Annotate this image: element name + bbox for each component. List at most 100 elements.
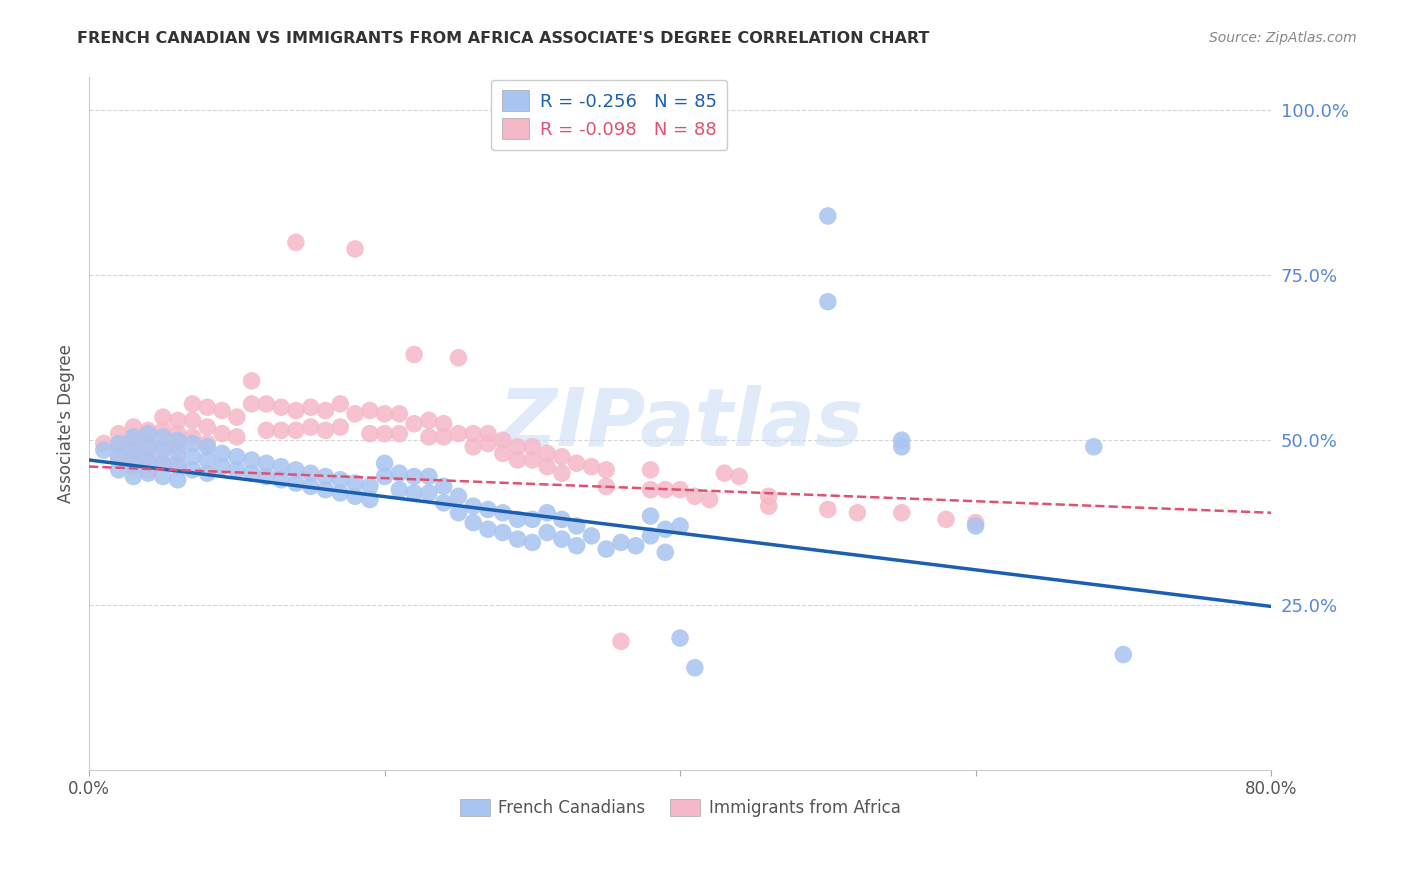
Point [299, 420, 322, 434]
Point [817, 209, 839, 223]
Point [107, 440, 129, 454]
Point [506, 453, 529, 467]
Point [136, 426, 159, 441]
Point [935, 512, 957, 526]
Point [152, 423, 174, 437]
Point [388, 483, 411, 497]
Point [152, 443, 174, 458]
Point [551, 532, 574, 546]
Point [122, 420, 145, 434]
Point [374, 407, 396, 421]
Point [610, 535, 633, 549]
Point [477, 502, 499, 516]
Point [344, 407, 367, 421]
Point [683, 489, 706, 503]
Point [284, 476, 307, 491]
Point [640, 529, 662, 543]
Point [122, 446, 145, 460]
Point [181, 413, 204, 427]
Point [522, 440, 544, 454]
Point [107, 463, 129, 477]
Point [181, 450, 204, 464]
Point [374, 456, 396, 470]
Point [329, 473, 352, 487]
Point [624, 539, 647, 553]
Point [136, 436, 159, 450]
Point [418, 430, 440, 444]
Point [195, 466, 218, 480]
Point [344, 489, 367, 503]
Point [522, 512, 544, 526]
Point [433, 430, 456, 444]
Point [254, 456, 277, 470]
Point [669, 483, 692, 497]
Point [595, 542, 617, 557]
Point [388, 407, 411, 421]
Point [565, 539, 588, 553]
Point [713, 466, 735, 480]
Point [506, 512, 529, 526]
Point [595, 479, 617, 493]
Text: FRENCH CANADIAN VS IMMIGRANTS FROM AFRICA ASSOCIATE'S DEGREE CORRELATION CHART: FRENCH CANADIAN VS IMMIGRANTS FROM AFRIC… [77, 31, 929, 46]
Point [195, 420, 218, 434]
Point [181, 397, 204, 411]
Point [374, 426, 396, 441]
Point [136, 423, 159, 437]
Point [536, 446, 558, 460]
Point [240, 466, 263, 480]
Point [166, 413, 188, 427]
Point [890, 506, 912, 520]
Point [107, 426, 129, 441]
Point [299, 401, 322, 415]
Point [107, 436, 129, 450]
Point [344, 476, 367, 491]
Point [433, 479, 456, 493]
Point [181, 436, 204, 450]
Point [166, 426, 188, 441]
Point [463, 499, 485, 513]
Point [152, 430, 174, 444]
Point [536, 459, 558, 474]
Point [93, 443, 115, 458]
Point [270, 423, 292, 437]
Point [152, 410, 174, 425]
Point [640, 483, 662, 497]
Point [136, 453, 159, 467]
Point [506, 440, 529, 454]
Point [93, 436, 115, 450]
Point [551, 512, 574, 526]
Point [640, 509, 662, 524]
Point [225, 450, 247, 464]
Point [314, 483, 336, 497]
Text: ZIPatlas: ZIPatlas [498, 384, 863, 463]
Point [404, 347, 426, 361]
Point [388, 426, 411, 441]
Point [581, 459, 603, 474]
Point [640, 463, 662, 477]
Point [122, 456, 145, 470]
Point [536, 506, 558, 520]
Point [211, 403, 233, 417]
Point [329, 420, 352, 434]
Point [284, 235, 307, 250]
Point [107, 450, 129, 464]
Point [477, 426, 499, 441]
Point [418, 486, 440, 500]
Point [329, 486, 352, 500]
Point [299, 466, 322, 480]
Point [1083, 440, 1105, 454]
Point [817, 294, 839, 309]
Point [359, 479, 381, 493]
Point [122, 443, 145, 458]
Point [447, 351, 470, 365]
Point [181, 430, 204, 444]
Point [225, 463, 247, 477]
Point [551, 450, 574, 464]
Point [654, 545, 676, 559]
Point [254, 469, 277, 483]
Point [225, 430, 247, 444]
Point [329, 397, 352, 411]
Point [240, 374, 263, 388]
Point [136, 450, 159, 464]
Point [166, 440, 188, 454]
